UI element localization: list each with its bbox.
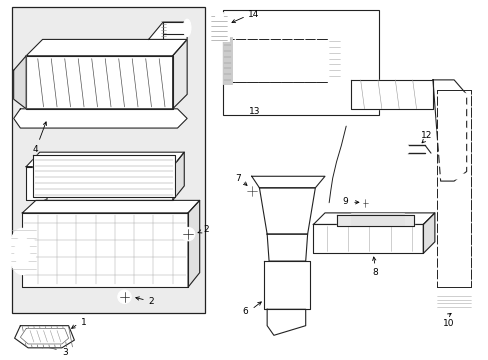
Ellipse shape [436, 174, 470, 179]
Polygon shape [172, 152, 184, 201]
Polygon shape [432, 80, 466, 181]
Polygon shape [20, 329, 68, 344]
Ellipse shape [436, 197, 470, 202]
Text: 1: 1 [81, 318, 87, 327]
Ellipse shape [9, 228, 36, 275]
Text: 6: 6 [242, 307, 247, 316]
Text: 7: 7 [235, 174, 241, 183]
Ellipse shape [436, 139, 470, 144]
Polygon shape [188, 201, 199, 287]
Ellipse shape [267, 39, 272, 82]
Text: 9: 9 [342, 197, 347, 206]
Ellipse shape [436, 127, 470, 133]
Polygon shape [264, 261, 309, 309]
Polygon shape [15, 326, 74, 348]
Ellipse shape [436, 116, 470, 121]
Text: 8: 8 [371, 268, 377, 277]
Polygon shape [251, 176, 325, 188]
Ellipse shape [436, 255, 470, 260]
Ellipse shape [15, 236, 30, 267]
Bar [223, 10, 378, 114]
Ellipse shape [361, 198, 368, 208]
Polygon shape [423, 213, 434, 253]
Ellipse shape [302, 39, 306, 82]
Polygon shape [22, 201, 199, 213]
Ellipse shape [436, 104, 470, 110]
Ellipse shape [436, 231, 470, 237]
Ellipse shape [436, 278, 470, 283]
Bar [223, 37, 232, 84]
Text: 5: 5 [33, 199, 47, 219]
Polygon shape [336, 215, 413, 226]
Ellipse shape [246, 186, 256, 195]
Ellipse shape [290, 39, 295, 82]
Polygon shape [26, 39, 187, 56]
Text: 2: 2 [136, 297, 154, 306]
Bar [209, 14, 228, 41]
Text: 2: 2 [198, 225, 209, 234]
Polygon shape [26, 167, 172, 201]
Polygon shape [22, 213, 188, 287]
Text: 13: 13 [248, 107, 260, 116]
Polygon shape [148, 22, 187, 39]
Polygon shape [266, 309, 305, 335]
Text: 12: 12 [421, 131, 432, 140]
Polygon shape [172, 39, 187, 109]
Bar [350, 213, 403, 226]
Ellipse shape [436, 243, 470, 248]
Text: 11: 11 [325, 222, 337, 231]
Ellipse shape [436, 208, 470, 214]
Polygon shape [14, 109, 187, 128]
Ellipse shape [181, 228, 194, 241]
Polygon shape [26, 152, 184, 167]
Ellipse shape [436, 185, 470, 191]
Ellipse shape [118, 290, 131, 303]
Bar [12, 6, 204, 313]
Polygon shape [350, 80, 432, 109]
Ellipse shape [325, 203, 332, 211]
Polygon shape [26, 56, 172, 109]
Polygon shape [313, 213, 434, 225]
Ellipse shape [244, 39, 249, 82]
Ellipse shape [436, 220, 470, 225]
Polygon shape [259, 188, 315, 234]
Ellipse shape [402, 144, 408, 155]
Ellipse shape [436, 162, 470, 168]
Ellipse shape [325, 36, 343, 85]
Bar [434, 294, 472, 311]
Ellipse shape [436, 266, 470, 272]
Text: 10: 10 [442, 319, 453, 328]
Polygon shape [266, 234, 307, 261]
Text: 14: 14 [247, 10, 259, 19]
Polygon shape [14, 56, 26, 109]
Ellipse shape [436, 150, 470, 156]
Polygon shape [33, 155, 174, 198]
Ellipse shape [279, 39, 284, 82]
Ellipse shape [313, 39, 318, 82]
Text: 3: 3 [61, 348, 67, 357]
Ellipse shape [256, 39, 261, 82]
Bar [215, 12, 223, 17]
Ellipse shape [183, 19, 191, 36]
Text: 4: 4 [33, 122, 46, 154]
Polygon shape [313, 225, 423, 253]
Ellipse shape [436, 93, 470, 98]
Ellipse shape [232, 39, 237, 82]
